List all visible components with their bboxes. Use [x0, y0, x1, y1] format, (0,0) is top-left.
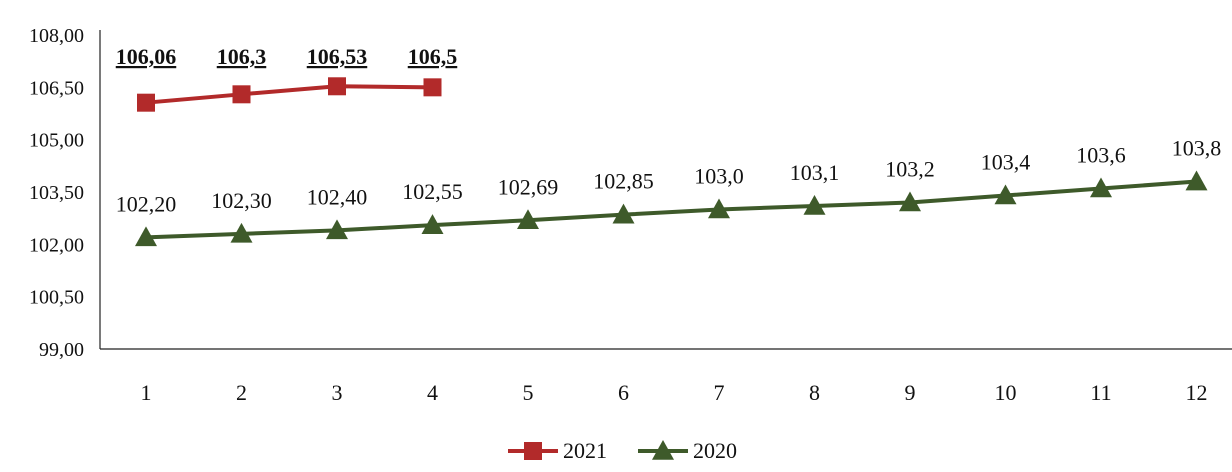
- data-label-2020: 103,0: [694, 163, 744, 188]
- legend-label: 2020: [693, 438, 737, 463]
- y-tick-label: 100,50: [29, 287, 84, 309]
- data-label-2021: 106,5: [408, 44, 458, 69]
- data-point-2021: [423, 78, 442, 97]
- data-point-2020: [994, 184, 1017, 205]
- x-tick-label: 5: [523, 380, 534, 405]
- data-point-2020: [1185, 170, 1208, 191]
- data-label-2020: 103,4: [981, 149, 1031, 174]
- y-tick-label: 105,00: [29, 130, 84, 152]
- data-label-2020: 103,1: [790, 160, 840, 185]
- y-tick-label: 99,00: [39, 339, 84, 361]
- x-axis-ticks: 1 2 3 4 5 6 7 8 9 10 11 12: [141, 380, 1208, 405]
- data-label-2020: 102,85: [593, 169, 654, 194]
- legend: 2021 2020: [508, 438, 737, 463]
- data-point-2020: [803, 194, 826, 215]
- legend-item-2020: 2020: [638, 438, 737, 463]
- y-tick-label: 103,50: [29, 182, 84, 204]
- data-label-2020: 102,40: [307, 184, 368, 209]
- x-tick-label: 7: [714, 380, 725, 405]
- data-label-2020: 102,55: [402, 179, 463, 204]
- data-point-2020: [612, 203, 635, 224]
- x-tick-label: 12: [1186, 380, 1208, 405]
- legend-marker: [524, 442, 542, 460]
- x-tick-label: 3: [332, 380, 343, 405]
- y-axis-ticks: 99,00 100,50 102,00 103,50 105,00 106,50 108,0…: [29, 25, 84, 361]
- data-point-2020: [326, 219, 348, 240]
- x-tick-label: 10: [995, 380, 1017, 405]
- legend-marker: [652, 440, 674, 460]
- x-tick-label: 9: [905, 380, 916, 405]
- data-label-2020: 102,69: [498, 174, 559, 199]
- x-tick-label: 6: [618, 380, 629, 405]
- x-tick-label: 1: [141, 380, 152, 405]
- y-tick-label: 108,00: [29, 25, 84, 47]
- data-point-2020: [899, 191, 921, 212]
- y-tick-label: 102,00: [29, 234, 84, 256]
- data-label-2020: 103,2: [885, 156, 935, 181]
- y-tick-label: 106,50: [29, 77, 84, 99]
- x-tick-label: 4: [427, 380, 438, 405]
- data-point-2020: [421, 214, 444, 234]
- x-tick-label: 11: [1090, 380, 1111, 405]
- data-label-2020: 102,30: [211, 188, 272, 213]
- data-label-2021: 106,3: [217, 44, 267, 69]
- x-tick-label: 8: [809, 380, 820, 405]
- legend-label: 2021: [563, 438, 607, 463]
- data-label-2021: 106,06: [116, 44, 177, 69]
- data-point-2020: [230, 222, 253, 243]
- series-line-2020: [145, 179, 1197, 240]
- x-tick-label: 2: [236, 380, 247, 405]
- data-point-2021: [137, 93, 155, 112]
- data-label-2020: 102,20: [116, 191, 177, 216]
- data-label-2020: 103,6: [1076, 143, 1126, 168]
- data-label-2020: 103,8: [1172, 136, 1222, 161]
- series-2021: 106,06 106,3 106,53 106,5: [116, 44, 458, 112]
- data-label-2021: 106,53: [307, 44, 368, 69]
- data-point-2020: [1090, 177, 1112, 198]
- axes: [99, 30, 1232, 350]
- data-point-2021: [232, 85, 251, 104]
- data-point-2021: [328, 77, 346, 96]
- data-point-2020: [708, 198, 730, 219]
- series-2020: 102,20 102,30 102,40 102,55 102,69 102,85 103,…: [116, 136, 1222, 247]
- legend-item-2021: 2021: [508, 438, 607, 463]
- data-point-2020: [517, 209, 539, 230]
- series-layer: 106,06 106,3 106,53 106,5 102,20 102,30 102,40…: [116, 44, 1222, 247]
- data-point-2020: [135, 226, 157, 247]
- series-line-2021: [145, 84, 433, 105]
